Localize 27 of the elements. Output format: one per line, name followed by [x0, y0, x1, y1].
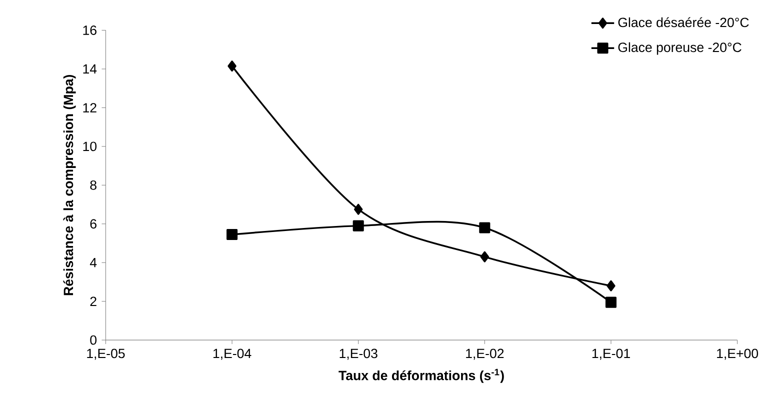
y-tick-label: 12 [83, 103, 96, 112]
point [226, 229, 238, 240]
x-tick-label: 1,E+00 [717, 348, 758, 360]
x-tick-label: 1,E-05 [87, 348, 125, 360]
x-tick-label: 1,E-01 [592, 348, 630, 360]
y-tick-label: 10 [83, 142, 97, 152]
y-axis-title: Résistance à la compression (Mpa) [63, 75, 76, 296]
point [480, 251, 490, 262]
y-tick-label: 6 [90, 219, 96, 229]
y-tick-label: 14 [83, 64, 97, 74]
y-tick-label: 8 [90, 180, 96, 190]
point [228, 60, 236, 72]
x-tick-label: 1,E-03 [340, 348, 378, 360]
point [605, 296, 617, 308]
point [479, 222, 490, 234]
y-tick-label: 16 [83, 26, 96, 36]
y-tick-label: 2 [90, 296, 96, 306]
x-tick-label: 1,E-04 [213, 348, 252, 360]
x-tick-label: 1,E-02 [466, 348, 504, 360]
y-tick-label: 4 [90, 258, 97, 268]
point [606, 280, 616, 292]
legend-label: Glace désaérée -20°C [618, 17, 749, 28]
x-axis-title: Taux de déformations (s$^{-1}$) [338, 368, 504, 383]
legend-label: Glace poreuse -20°C [618, 42, 742, 55]
y-tick-label: 0 [90, 335, 97, 345]
point [352, 220, 364, 232]
point [354, 204, 363, 215]
